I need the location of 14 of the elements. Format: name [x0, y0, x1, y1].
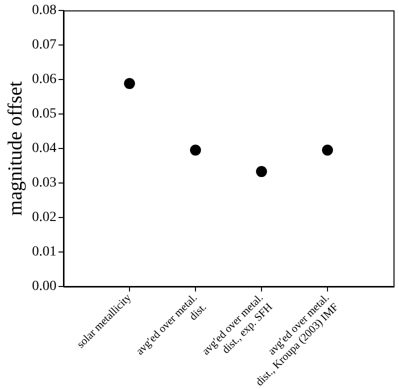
y-tick-label: 0.03	[32, 176, 56, 191]
point	[190, 144, 201, 156]
y-tick-label: 0.07	[32, 38, 56, 53]
y-tick-label: 0.08	[32, 3, 56, 18]
y-tick-label: 0.05	[32, 106, 56, 122]
y-tick-label: 0.01	[32, 244, 56, 260]
y-axis-title: magnitude offset	[4, 80, 26, 216]
point	[124, 78, 135, 90]
point	[256, 166, 267, 178]
y-tick-label: 0.06	[32, 72, 56, 88]
y-tick-label: 0.00	[32, 279, 56, 294]
y-tick-label: 0.04	[32, 141, 56, 156]
point	[322, 144, 333, 156]
y-tick-label: 0.02	[32, 210, 56, 226]
